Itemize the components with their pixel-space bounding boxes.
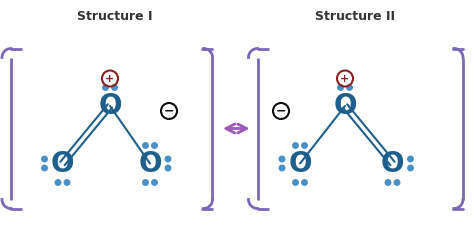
Circle shape xyxy=(279,165,285,171)
Circle shape xyxy=(143,180,148,185)
Text: O: O xyxy=(138,150,162,178)
Circle shape xyxy=(385,180,391,185)
Text: O: O xyxy=(51,150,74,178)
Circle shape xyxy=(42,165,47,171)
Text: O: O xyxy=(288,150,312,178)
Circle shape xyxy=(112,85,117,90)
Text: −: − xyxy=(276,105,286,118)
Circle shape xyxy=(42,156,47,162)
Circle shape xyxy=(408,165,413,171)
Circle shape xyxy=(293,143,298,148)
Text: Structure II: Structure II xyxy=(315,10,395,22)
Circle shape xyxy=(338,85,343,90)
Circle shape xyxy=(408,156,413,162)
Text: O: O xyxy=(333,92,357,120)
Circle shape xyxy=(302,143,307,148)
Text: +: + xyxy=(105,74,115,83)
Circle shape xyxy=(152,180,157,185)
Circle shape xyxy=(302,180,307,185)
Circle shape xyxy=(165,165,171,171)
Circle shape xyxy=(64,180,70,185)
Text: +: + xyxy=(340,74,350,83)
Circle shape xyxy=(394,180,400,185)
Text: −: − xyxy=(164,105,174,118)
Circle shape xyxy=(143,143,148,148)
Circle shape xyxy=(152,143,157,148)
Circle shape xyxy=(347,85,352,90)
Text: O: O xyxy=(98,92,122,120)
Circle shape xyxy=(103,85,108,90)
Circle shape xyxy=(55,180,61,185)
Circle shape xyxy=(165,156,171,162)
Circle shape xyxy=(293,180,298,185)
Text: Structure I: Structure I xyxy=(77,10,153,22)
Text: O: O xyxy=(381,150,404,178)
Circle shape xyxy=(279,156,285,162)
